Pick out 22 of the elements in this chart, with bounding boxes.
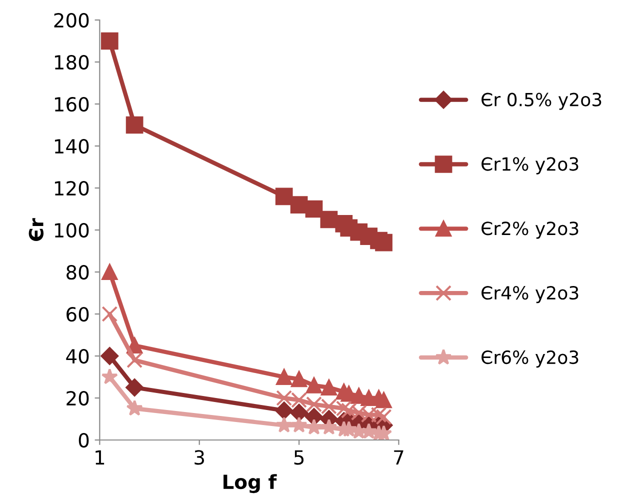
legend-label: Єr1% y2o3 [482,157,578,174]
y-tick-label: 160 [54,96,89,112]
y-tick-label: 200 [54,12,89,28]
x-tick-label: 3 [194,450,204,465]
x-tick-label: 7 [394,450,404,464]
y-tick-label: 60 [66,306,89,322]
y-tick-label: 0 [78,432,89,448]
y-tick-label: 120 [54,180,89,196]
legend-label: Єr 0.5% y2o3 [482,92,602,110]
y-tick-label: 20 [66,390,89,406]
legend-label: Єr6% y2o3 [482,350,578,368]
y-tick-label: 140 [54,138,89,154]
legend-label: Єr4% y2o3 [482,286,578,304]
y-tick-label: 40 [66,348,89,364]
y-tick-label: 100 [54,222,89,238]
legend-label: Єr2% y2o3 [482,222,578,239]
x-tick-label: 5 [294,450,304,465]
x-axis-title: Log f [224,474,277,494]
y-tick-label: 80 [66,264,89,280]
y-tick-label: 180 [54,54,89,70]
y-axis-title: Єr [28,218,44,241]
x-tick-label: 1 [96,450,104,464]
